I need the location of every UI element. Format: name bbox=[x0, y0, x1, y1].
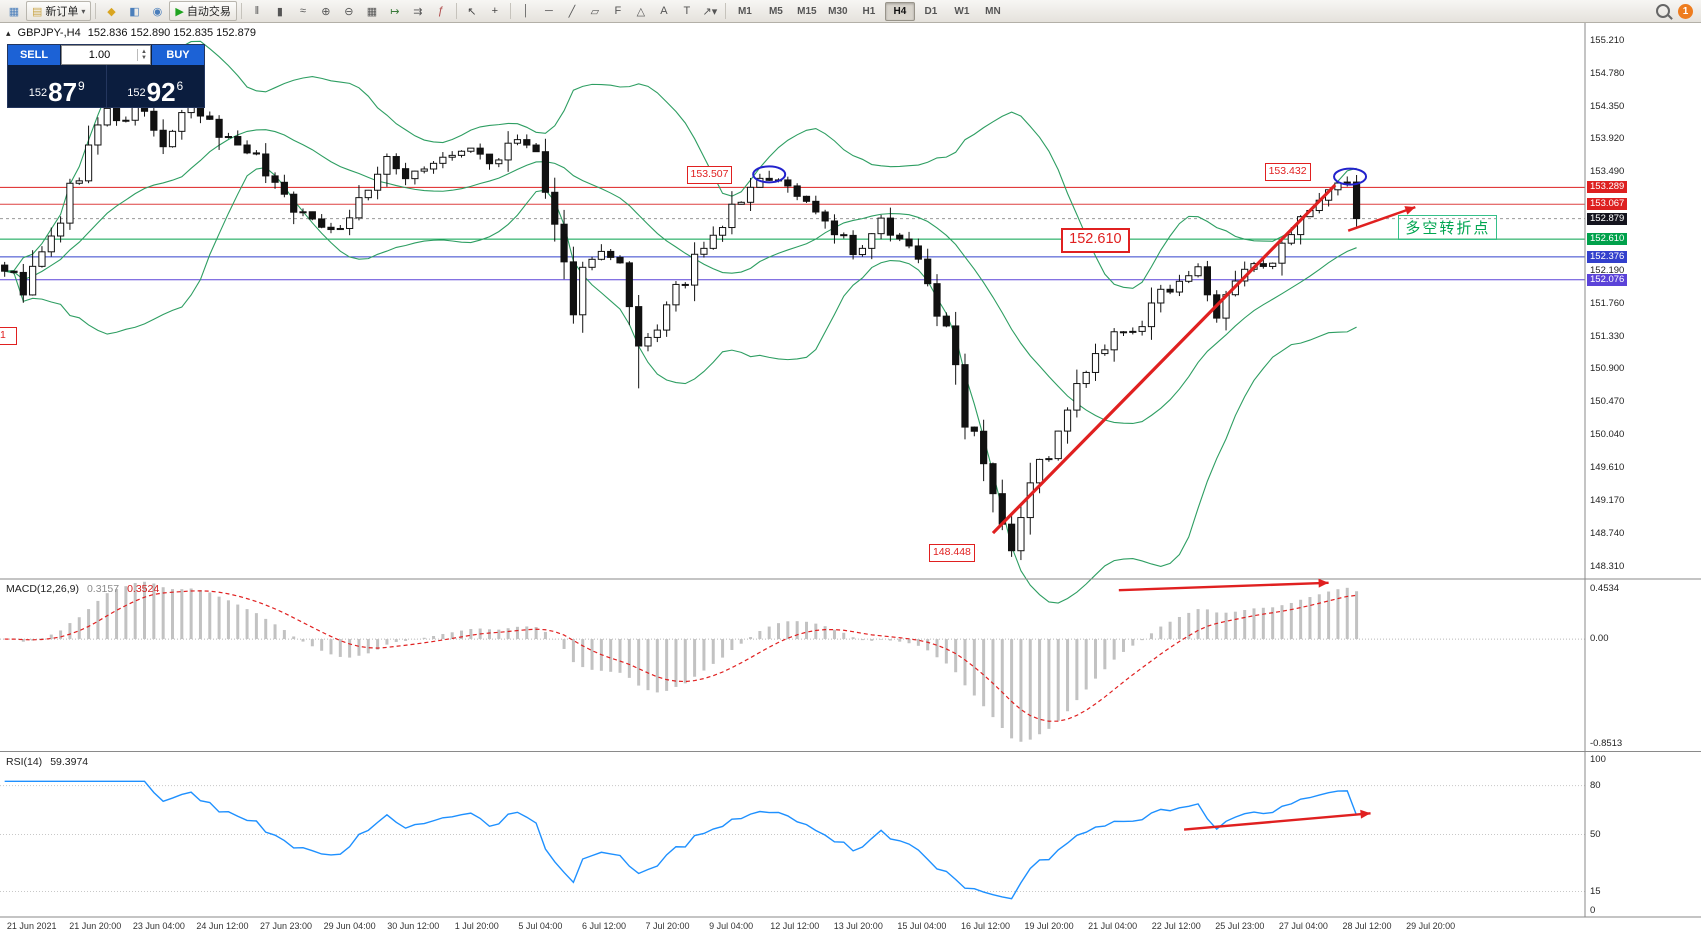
indicators-icon[interactable]: ƒ bbox=[437, 5, 444, 17]
bar-chart-icon[interactable]: ‖ bbox=[254, 5, 260, 17]
new-order-button-icon: ▤ bbox=[32, 5, 43, 18]
horizontal-level-lines bbox=[0, 186, 1585, 281]
tile-windows-icon[interactable]: ▦ bbox=[366, 5, 378, 18]
timeframe-button-w1[interactable]: W1 bbox=[954, 5, 970, 17]
symbol-timeframe-label: GBPJPY-,H4 bbox=[17, 27, 81, 39]
chart-shift-icon[interactable]: ⇉ bbox=[413, 5, 423, 18]
volume-input[interactable]: 1.00 ▲ ▼ bbox=[61, 45, 151, 65]
macd-header: MACD(12,26,9) 0.3157 0.3524 bbox=[6, 583, 159, 595]
horizontal-line-icon[interactable]: ─ bbox=[544, 5, 553, 17]
trendline-icon[interactable]: ╱ bbox=[568, 5, 576, 18]
notification-badge[interactable]: 1 bbox=[1678, 3, 1693, 19]
buy-price-big: 92 bbox=[146, 77, 176, 107]
data-window-icon[interactable]: ◧ bbox=[129, 5, 140, 18]
search-icon[interactable] bbox=[1656, 4, 1673, 20]
zoom-in-icon[interactable]: ⊕ bbox=[321, 5, 331, 18]
text-icon[interactable]: A bbox=[660, 5, 668, 17]
sell-price-big: 87 bbox=[48, 77, 78, 107]
vertical-line-icon[interactable]: │ bbox=[522, 5, 530, 17]
buy-price-display[interactable]: 152 92 6 bbox=[107, 65, 205, 107]
highlight-ellipse bbox=[1333, 167, 1368, 186]
macd-histogram bbox=[0, 581, 1585, 742]
toolbar-separator bbox=[240, 3, 242, 19]
cursor-icon[interactable]: ↖ bbox=[467, 5, 477, 18]
fibonacci-icon[interactable]: F bbox=[614, 5, 622, 17]
sell-price-prefix: 152 bbox=[28, 87, 48, 99]
timeframe-button-m5[interactable]: M5 bbox=[768, 5, 783, 17]
sell-price-display[interactable]: 152 87 9 bbox=[8, 65, 107, 107]
sell-button[interactable]: SELL bbox=[8, 45, 60, 65]
rsi-label: RSI(14) bbox=[6, 756, 43, 768]
toolbar-separator bbox=[455, 3, 457, 19]
timeframe-button-d1[interactable]: D1 bbox=[924, 5, 938, 17]
arrows-icon[interactable]: ↗▾ bbox=[702, 5, 718, 18]
macd-signal-value: 0.3524 bbox=[127, 583, 160, 595]
trend-annotations bbox=[752, 165, 1416, 831]
toolbar-right: 1 bbox=[1656, 3, 1698, 20]
shapes-icon[interactable]: △ bbox=[636, 5, 646, 18]
rsi-line bbox=[4, 780, 1358, 900]
buy-price-sup: 6 bbox=[176, 79, 184, 93]
auto-trading-button-label: 自动交易 bbox=[186, 6, 231, 18]
candlestick-chart-icon[interactable]: ▮ bbox=[276, 5, 283, 18]
rsi-pane bbox=[0, 780, 1585, 900]
line-chart-icon[interactable]: ≈ bbox=[299, 5, 306, 17]
timeframe-button-mn[interactable]: MN bbox=[985, 5, 1001, 17]
zoom-out-icon[interactable]: ⊖ bbox=[344, 5, 354, 18]
bollinger-bands bbox=[4, 40, 1357, 604]
macd-value: 0.3157 bbox=[86, 583, 120, 595]
rsi-value: 59.3974 bbox=[50, 756, 89, 768]
market-watch-icon[interactable]: ◆ bbox=[107, 5, 116, 18]
auto-trading-button-icon: ▶ bbox=[175, 5, 184, 18]
toolbar-separator bbox=[509, 3, 511, 19]
auto-trading-button[interactable]: ▶ 自动交易 bbox=[169, 1, 237, 21]
macd-label: MACD(12,26,9) bbox=[6, 583, 79, 595]
macd-signal-line bbox=[4, 590, 1357, 722]
timeframe-button-h1[interactable]: H1 bbox=[862, 5, 876, 17]
toolbar: ▦ ▤ 新订单 ▾ ◆ ◧ ◉ ▶ 自动交易 ‖ ▮ ≈ ⊕ ⊖ ▦ ↦ ⇉ ƒ ↖ + │ ─ ╱ ▱ F △ A T ↗▾ M1 M5 M… bbox=[0, 0, 1701, 23]
volume-up-button[interactable]: ▲ bbox=[141, 49, 147, 55]
rsi-header: RSI(14) 59.3974 bbox=[6, 756, 88, 768]
buy-button[interactable]: BUY bbox=[152, 45, 204, 65]
timeframe-button-h4[interactable]: H4 bbox=[884, 1, 915, 21]
chart-window-icon[interactable]: ▦ bbox=[8, 5, 20, 18]
toolbar-separator bbox=[95, 3, 97, 19]
timeframe-button-m30[interactable]: M30 bbox=[828, 5, 848, 17]
volume-down-button[interactable]: ▼ bbox=[141, 55, 147, 61]
navigator-icon[interactable]: ◉ bbox=[152, 5, 163, 18]
highlight-ellipse bbox=[752, 165, 787, 184]
new-order-button[interactable]: ▤ 新订单 ▾ bbox=[26, 1, 92, 21]
text-label-icon[interactable]: T bbox=[683, 5, 691, 17]
new-order-button-label: 新订单 bbox=[45, 6, 79, 18]
candlestick-series bbox=[1, 91, 1361, 561]
one-click-trade-panel[interactable]: SELL 1.00 ▲ ▼ BUY 152 87 9 152 92 6 bbox=[7, 44, 205, 108]
equidistant-channel-icon[interactable]: ▱ bbox=[590, 5, 600, 18]
timeframe-button-m15[interactable]: M15 bbox=[797, 5, 817, 17]
toolbar-separator bbox=[724, 3, 726, 19]
volume-value[interactable]: 1.00 bbox=[88, 49, 111, 61]
ohlc-values: 152.836 152.890 152.835 152.879 bbox=[87, 27, 256, 39]
timeframe-button-m1[interactable]: M1 bbox=[737, 5, 752, 17]
crosshair-icon[interactable]: + bbox=[491, 5, 499, 17]
collapse-panel-icon[interactable]: ▴ bbox=[6, 27, 11, 38]
chevron-down-icon: ▾ bbox=[81, 6, 86, 16]
chart-title: ▴ GBPJPY-,H4 152.836 152.890 152.835 152… bbox=[6, 27, 256, 39]
auto-scroll-icon[interactable]: ↦ bbox=[390, 5, 400, 18]
sell-price-sup: 9 bbox=[78, 79, 85, 93]
pane-separators bbox=[0, 22, 1701, 918]
buy-price-prefix: 152 bbox=[127, 87, 146, 99]
